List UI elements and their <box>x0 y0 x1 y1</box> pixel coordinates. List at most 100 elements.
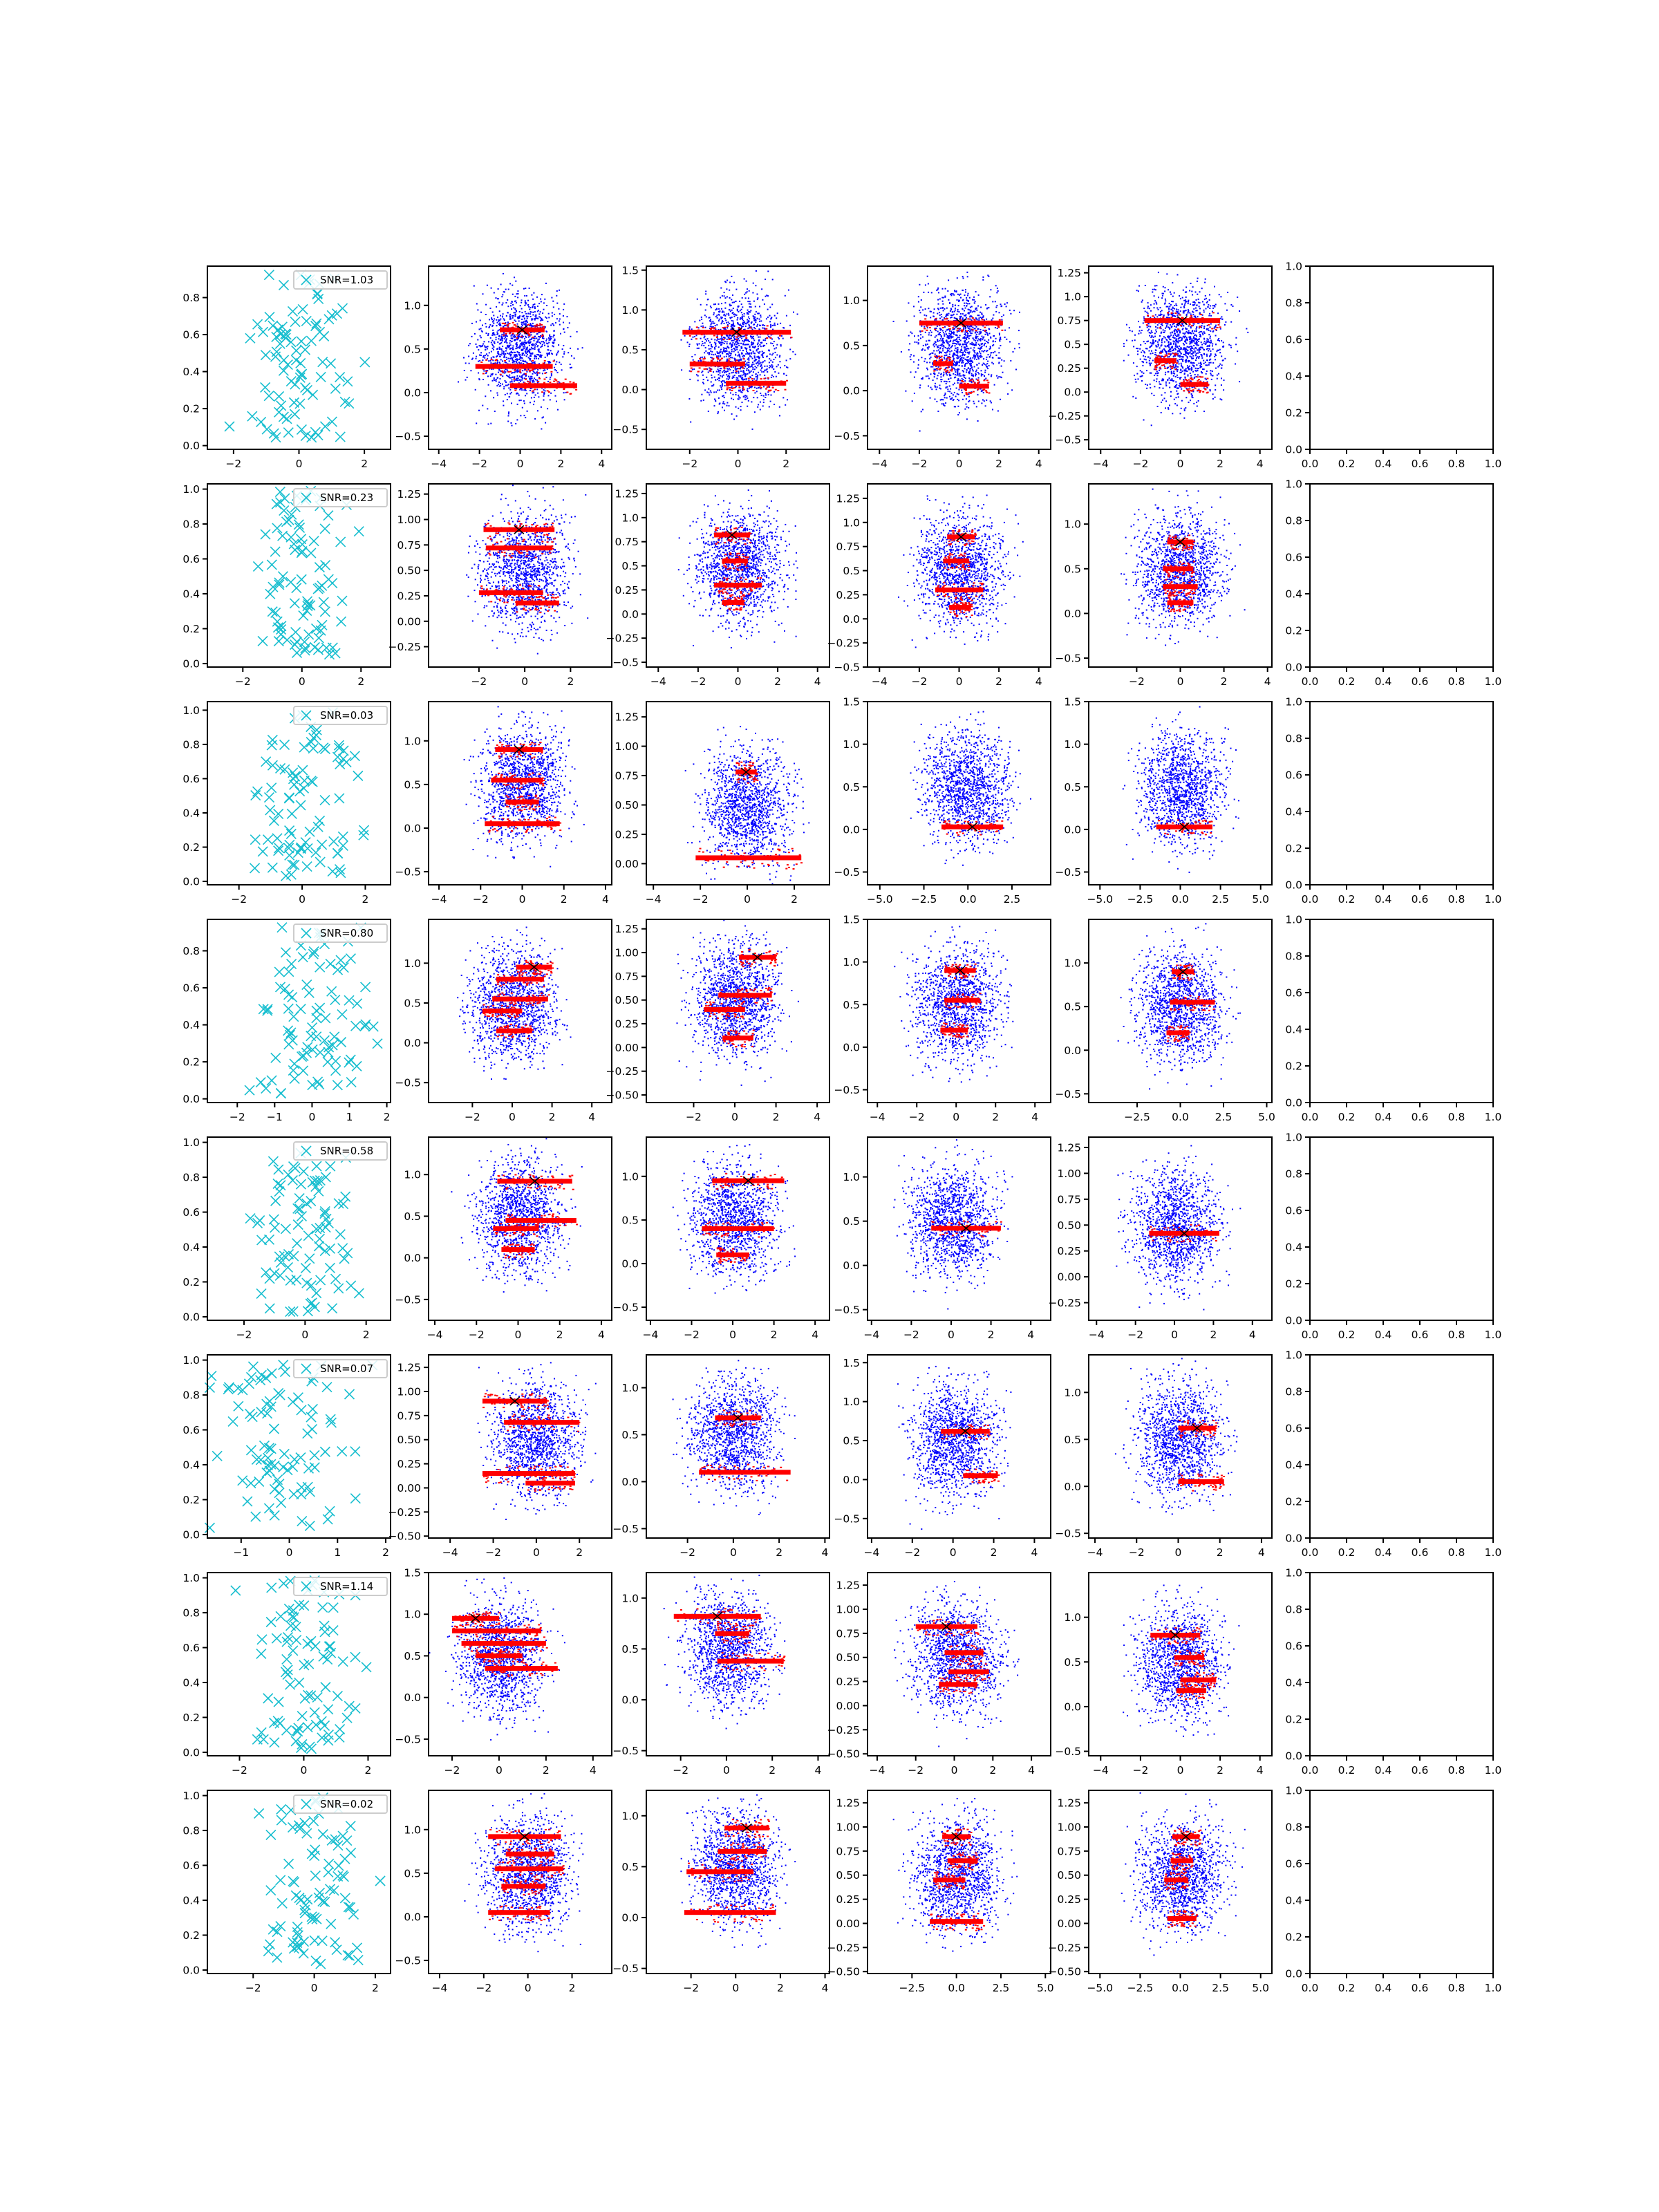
sample-point <box>523 400 525 402</box>
sample-point <box>526 371 527 373</box>
sample-point <box>485 349 486 350</box>
sample-point <box>777 312 778 314</box>
sample-point <box>764 360 765 362</box>
sample-point <box>490 308 491 309</box>
sample-point <box>694 336 695 337</box>
sample-point <box>782 397 784 398</box>
sample-point <box>755 321 756 323</box>
sample-point <box>534 311 536 312</box>
center-band <box>476 364 553 369</box>
sample-point <box>515 423 516 424</box>
x-tick-label: 0 <box>517 458 524 470</box>
sample-point <box>547 349 549 350</box>
center-point <box>573 387 575 388</box>
sample-point <box>494 377 495 379</box>
sample-point <box>540 311 541 312</box>
center-point <box>512 322 514 324</box>
sample-point <box>537 310 538 312</box>
sample-point <box>779 415 780 416</box>
center-point <box>544 360 546 362</box>
sample-point <box>727 324 729 326</box>
center-point <box>565 379 567 380</box>
sample-point <box>541 319 542 321</box>
sample-point <box>535 317 536 319</box>
sample-point <box>501 296 503 297</box>
sample-point <box>503 326 504 327</box>
sample-point <box>758 372 759 373</box>
sample-point <box>537 369 538 371</box>
sample-point <box>534 340 535 341</box>
sample-point <box>479 360 480 362</box>
sample-point <box>521 319 523 320</box>
sample-point <box>499 362 500 363</box>
sample-point <box>481 330 482 332</box>
sample-point <box>774 359 775 360</box>
sample-point <box>742 375 743 376</box>
sample-point <box>711 382 712 383</box>
sample-point <box>540 299 541 300</box>
sample-point <box>569 322 570 324</box>
sample-point <box>492 330 494 331</box>
sample-point <box>487 355 489 357</box>
sample-point <box>499 323 500 324</box>
sample-point <box>714 399 715 400</box>
sample-point <box>534 397 535 398</box>
sample-point <box>524 344 525 346</box>
sample-point <box>534 356 536 357</box>
sample-point <box>536 358 537 359</box>
sample-point <box>553 346 554 347</box>
sample-point <box>733 308 734 309</box>
sample-point <box>756 391 758 392</box>
sample-point <box>510 377 512 379</box>
sample-point <box>536 337 537 339</box>
sample-point <box>497 360 498 362</box>
sample-point <box>562 348 563 350</box>
sample-point <box>532 323 534 324</box>
sample-point <box>564 332 565 333</box>
center-point <box>511 330 513 332</box>
sample-point <box>543 338 545 339</box>
sample-point <box>484 357 485 359</box>
sample-point <box>513 315 514 317</box>
sample-point <box>537 306 538 307</box>
sample-point <box>533 404 534 405</box>
sample-point <box>502 294 503 295</box>
sample-point <box>563 392 565 393</box>
sample-point <box>746 370 747 371</box>
sample-point <box>532 373 534 375</box>
sample-point <box>497 348 498 349</box>
sample-point <box>723 312 724 313</box>
sample-point <box>499 310 500 312</box>
center-point <box>538 378 541 379</box>
sample-point <box>740 343 742 344</box>
sample-point <box>554 390 555 391</box>
sample-point <box>487 285 488 286</box>
center-point <box>527 381 529 382</box>
sample-point <box>529 288 530 289</box>
sample-point <box>577 348 579 350</box>
sample-point <box>503 388 505 389</box>
sample-point <box>526 342 527 344</box>
sample-point <box>524 369 525 371</box>
sample-point <box>492 348 494 349</box>
sample-point <box>559 319 561 320</box>
sample-point <box>541 301 542 302</box>
sample-point <box>557 409 559 411</box>
sample-point <box>550 379 551 380</box>
sample-point <box>507 321 509 323</box>
sample-point <box>538 349 539 350</box>
sample-point <box>563 315 564 317</box>
sample-point <box>537 318 538 319</box>
center-point <box>482 373 485 375</box>
sample-point <box>513 307 514 308</box>
center-point <box>541 391 543 393</box>
sample-point <box>516 393 518 394</box>
sample-point <box>514 335 516 336</box>
sample-point <box>525 390 527 391</box>
sample-point <box>562 356 563 357</box>
sample-point <box>709 394 710 395</box>
sample-point <box>749 312 751 313</box>
sample-point <box>500 284 502 285</box>
sample-point <box>507 393 508 394</box>
x-tick-label: −2 <box>225 458 241 470</box>
